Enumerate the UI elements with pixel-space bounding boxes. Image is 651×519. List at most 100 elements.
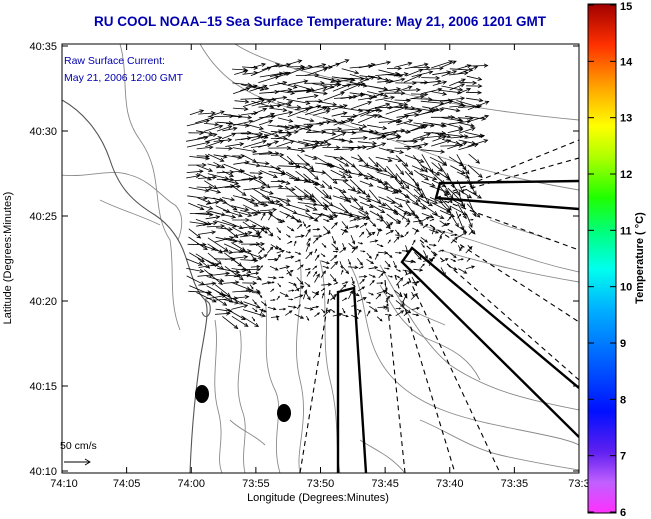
- current-vector: [385, 105, 409, 115]
- current-vector: [420, 243, 425, 248]
- current-vector: [432, 135, 447, 142]
- current-vector: [213, 154, 228, 159]
- current-vector: [234, 99, 250, 104]
- current-vector: [330, 169, 347, 178]
- current-vector: [359, 231, 365, 238]
- colorbar-label: Temperature ( °C): [634, 212, 646, 304]
- current-vector: [358, 266, 364, 270]
- current-vector: [351, 245, 359, 254]
- current-vector: [403, 109, 423, 116]
- y-axis: 40:35 40:30 40:25 40:20 40:15 40:10: [29, 41, 579, 478]
- current-vector: [241, 196, 259, 207]
- current-vector: [412, 313, 420, 317]
- current-vector: [277, 82, 298, 89]
- current-vector: [252, 307, 258, 313]
- current-vector: [351, 283, 356, 288]
- current-vector: [222, 126, 238, 132]
- current-vector: [339, 247, 347, 254]
- current-vector: [468, 229, 474, 235]
- current-vector: [394, 85, 413, 93]
- x-tick-label: 73:35: [501, 478, 529, 490]
- current-vector: [297, 264, 304, 271]
- current-vector: [450, 165, 466, 174]
- current-vector: [186, 169, 204, 174]
- current-vector: [296, 276, 304, 285]
- current-vector: [404, 231, 409, 237]
- colorbar-tick-label: 11: [620, 225, 632, 237]
- current-vector: [320, 253, 326, 257]
- current-vector: [285, 125, 301, 131]
- current-vector: [242, 204, 262, 214]
- current-vector: [267, 202, 284, 207]
- current-vector: [347, 259, 351, 266]
- current-vector: [421, 180, 436, 187]
- current-vector: [431, 213, 445, 219]
- current-vector: [360, 108, 380, 117]
- current-vector: [439, 197, 452, 211]
- colorbar-ticks: 15 14 13 12 11 10 9 8 7 6: [588, 1, 633, 519]
- current-vector: [357, 309, 361, 315]
- current-vector: [420, 149, 446, 154]
- colorbar-tick-label: 13: [620, 113, 632, 125]
- current-vector: [402, 306, 412, 314]
- current-vector: [312, 130, 337, 136]
- current-vector: [341, 228, 347, 236]
- current-vector: [277, 236, 281, 241]
- current-vector: [350, 135, 368, 140]
- current-vector: [296, 116, 315, 123]
- current-vector: [357, 286, 366, 292]
- x-tick-label: 74:10: [50, 478, 78, 490]
- current-vector: [207, 110, 225, 118]
- current-vector: [378, 119, 403, 124]
- current-vector: [368, 92, 385, 100]
- current-vector: [385, 303, 389, 310]
- current-vector: [350, 204, 370, 215]
- current-vector: [441, 96, 466, 102]
- current-vector: [351, 122, 368, 129]
- current-vector: [467, 100, 490, 111]
- current-vector: [357, 187, 371, 198]
- current-vector: [197, 273, 214, 278]
- current-vector: [421, 213, 435, 219]
- current-vector: [241, 315, 260, 327]
- current-vector: [251, 134, 269, 141]
- current-vector: [224, 254, 249, 260]
- station-marker: [277, 404, 291, 422]
- current-vector: [414, 252, 422, 261]
- current-vector: [350, 156, 364, 162]
- current-vector: [268, 110, 294, 118]
- current-vector: [351, 276, 355, 285]
- current-vector: [223, 201, 238, 211]
- x-tick-label: 73:55: [242, 478, 270, 490]
- current-vector: [297, 154, 314, 170]
- current-vector: [322, 77, 342, 84]
- current-vector: [430, 115, 456, 120]
- current-vector: [387, 103, 404, 109]
- current-vector: [197, 175, 218, 180]
- current-vector: [395, 310, 405, 317]
- current-vector: [305, 224, 311, 229]
- current-vector: [465, 63, 489, 68]
- current-vector: [411, 276, 417, 287]
- current-vector: [304, 291, 311, 301]
- temperature-colorbar: [587, 3, 617, 514]
- current-vector: [216, 177, 235, 182]
- current-vector: [250, 66, 272, 77]
- current-vector: [467, 139, 489, 147]
- current-vector: [285, 67, 306, 76]
- current-vector: [330, 293, 337, 301]
- current-vector: [304, 154, 318, 160]
- current-vector: [429, 197, 444, 204]
- current-vector: [341, 314, 349, 318]
- current-vector: [438, 249, 445, 252]
- current-vector: [377, 305, 388, 309]
- current-vector: [267, 307, 277, 311]
- current-vector: [402, 292, 408, 302]
- current-vector: [356, 297, 367, 302]
- current-vector: [341, 281, 349, 285]
- current-vector: [375, 95, 396, 101]
- current-vector: [393, 236, 400, 243]
- current-vector: [224, 184, 242, 189]
- current-vector: [322, 308, 332, 317]
- current-vector: [421, 216, 430, 222]
